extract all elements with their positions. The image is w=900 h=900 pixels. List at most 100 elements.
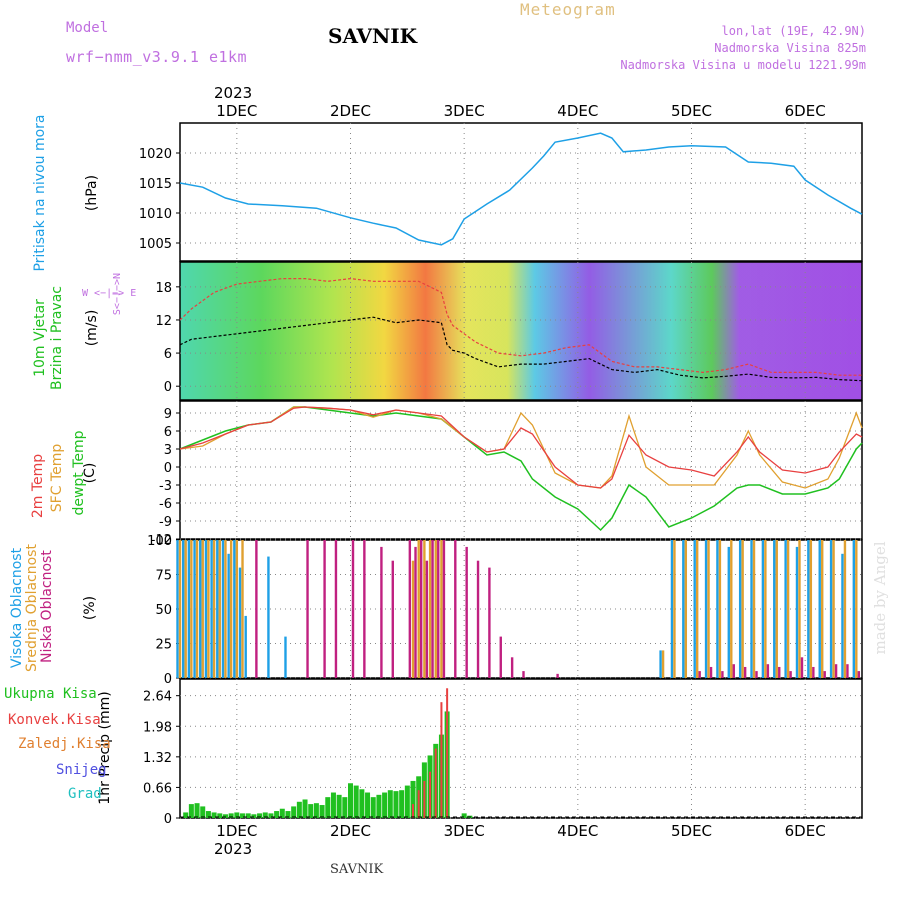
- cloud-low-bar: [476, 560, 480, 678]
- cloud-mid-bar: [832, 540, 835, 678]
- bottom-day-label: 4DEC: [557, 822, 598, 840]
- cloud-mid-bar: [684, 540, 688, 678]
- cloud-mid-bar: [695, 540, 699, 678]
- precip-convective-bar: [440, 702, 443, 818]
- cloud-low-bar: [766, 664, 770, 678]
- cloud-high-bar: [284, 636, 287, 678]
- precip-total-bar: [217, 813, 223, 818]
- cloud-mid-bar: [855, 540, 858, 678]
- cloud-low-bar: [306, 540, 309, 678]
- cloud-mid-bar: [428, 540, 432, 678]
- precip-total-bar: [262, 812, 268, 818]
- y-tick-label: 25: [155, 638, 172, 653]
- y-tick-label: 1020: [139, 147, 172, 162]
- cloud-high-bar: [750, 540, 753, 678]
- precip-total-bar: [279, 808, 285, 818]
- location-coords: lon,lat (19E, 42.9N): [721, 24, 867, 38]
- precip-total-bar: [240, 813, 246, 818]
- cloud-high-bar: [693, 540, 696, 678]
- cloud-high-bar: [244, 615, 247, 678]
- cloud-high-bar: [773, 540, 776, 678]
- cloud-low-bar: [255, 540, 258, 678]
- y-tick-label: 18: [155, 281, 172, 296]
- y-tick-label: 2.64: [143, 690, 172, 705]
- station-elevation: Nadmorska Visina 825m: [714, 41, 866, 55]
- cloud-high-bar: [841, 553, 844, 678]
- precip-convective-bar: [446, 688, 449, 818]
- cloud-mid-bar: [809, 540, 813, 678]
- wind-speed-line: [179, 316, 863, 382]
- dewpoint-line: [179, 406, 863, 532]
- top-day-label: 5DEC: [671, 102, 712, 120]
- bottom-day-label: 1DEC: [216, 822, 257, 840]
- cloud-high-bar: [795, 546, 799, 678]
- precip-legend-total: Ukupna Kisa: [4, 686, 97, 702]
- cloud-high-bar: [221, 540, 225, 678]
- precip-total-bar: [325, 797, 331, 818]
- precip-total-bar: [211, 812, 217, 818]
- precip-convective-bar: [412, 804, 415, 818]
- cloud-high-bar: [670, 540, 674, 678]
- cloud-mid-bar: [821, 540, 824, 678]
- cloud-low-bar: [454, 540, 457, 678]
- y-tick-label: 0: [164, 461, 172, 476]
- bottom-day-label: 3DEC: [444, 822, 485, 840]
- precip-total-bar: [234, 812, 240, 818]
- top-day-label: 4DEC: [557, 102, 598, 120]
- precip-total-bar: [302, 799, 308, 818]
- y-tick-label: 1015: [139, 177, 172, 192]
- y-tick-label: 12: [155, 314, 172, 329]
- product-title: Meteogram: [520, 0, 616, 19]
- precip-total-bar: [257, 813, 263, 818]
- cloud-high-bar: [176, 540, 179, 678]
- cloud-high-bar: [738, 540, 742, 678]
- panel-frame: [179, 122, 863, 262]
- cloud-high-bar: [238, 567, 242, 678]
- cloud-high-bar: [829, 540, 833, 678]
- precip-total-bar: [285, 811, 291, 818]
- precip-total-bar: [404, 785, 410, 818]
- cloud-high-bar: [704, 540, 708, 678]
- precip-total-bar: [194, 803, 200, 818]
- cloud-mid-bar: [786, 540, 790, 678]
- y-tick-label: -6: [159, 497, 172, 512]
- footer-station: SAVNIK: [330, 862, 384, 877]
- cloud-mid-bar: [707, 540, 710, 678]
- precip-total-bar: [313, 803, 319, 818]
- cloud-mid-bar: [241, 540, 244, 678]
- cloud-mid-bar: [190, 540, 193, 678]
- cloud-high-bar: [818, 540, 821, 678]
- cloud-low-bar: [510, 657, 514, 678]
- cloud-low-bar: [408, 540, 412, 678]
- precip-convective-bar: [434, 748, 437, 818]
- cloud-low-bar: [812, 666, 815, 678]
- cloud-high-bar: [852, 540, 856, 678]
- cloud-low-bar: [414, 546, 417, 678]
- cloud-mid-bar: [417, 540, 420, 678]
- cloud-mid-bar: [673, 540, 676, 678]
- cloud-low-bar: [420, 540, 423, 678]
- y-tick-label: 9: [164, 407, 172, 422]
- cloud-low-bar: [380, 546, 383, 678]
- precip-total-bar: [200, 806, 206, 818]
- cloud-mid-bar: [411, 560, 415, 678]
- cloud-low-bar: [425, 560, 429, 678]
- y-tick-label: 3: [164, 443, 172, 458]
- y-tick-label: 50: [155, 603, 172, 618]
- cloud-mid-bar: [195, 540, 199, 678]
- precip-total-bar: [365, 792, 371, 818]
- precip-total-bar: [183, 812, 189, 818]
- y-tick-label: 0: [164, 380, 172, 395]
- cloud-low-bar: [755, 671, 758, 678]
- cloud-low-bar: [846, 664, 849, 678]
- precip-legend-hail: Grad: [68, 786, 102, 802]
- y-tick-label: -12: [151, 533, 172, 548]
- cloud-mid-bar: [235, 540, 239, 678]
- cloud-mid-bar: [207, 540, 210, 678]
- y-tick-label: 0: [164, 812, 172, 827]
- precip-legend-convective: Konvek.Kisa: [8, 712, 101, 728]
- precip-convective-bar: [417, 790, 420, 818]
- y-tick-label: -9: [159, 515, 172, 530]
- precip-total-bar: [399, 790, 405, 818]
